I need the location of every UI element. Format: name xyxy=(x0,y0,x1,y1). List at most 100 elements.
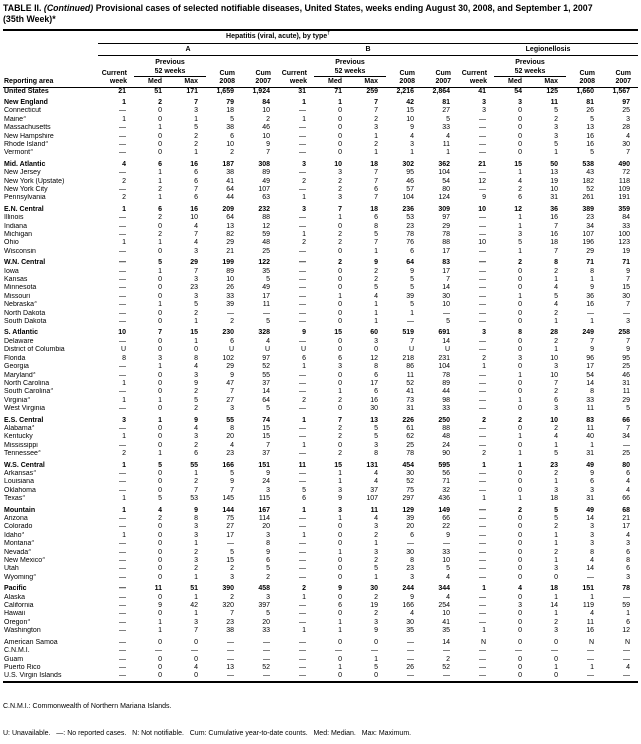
reporting-area-label: Arkansas xyxy=(4,469,34,477)
table-row: North Dakota — 0 2 — — — 0 1 1 — — 0 2 — — xyxy=(3,310,638,318)
value-cell: 1 xyxy=(158,363,162,371)
value-cell: 436 xyxy=(438,495,451,503)
value-cell: 25 xyxy=(622,363,631,371)
value-cell: 12 xyxy=(514,205,523,213)
value-cell: 5 xyxy=(374,231,378,238)
reporting-area-cell: Oklahoma xyxy=(3,487,98,495)
nedss-marker: § xyxy=(27,618,31,623)
value-cell: 0 xyxy=(518,140,523,148)
value-cell: 6 xyxy=(302,495,306,503)
value-cell: 5 xyxy=(266,318,270,326)
value-cell: 44 xyxy=(442,388,451,396)
value-cell: 7 xyxy=(590,337,595,345)
table-row: Michigan — 2 7 82 59 1 2 5 78 78 — 3 16 107 100 xyxy=(3,231,638,239)
value-cell: 1 xyxy=(554,318,559,326)
value-cell: — xyxy=(119,486,126,494)
value-cell: 13 xyxy=(550,169,559,177)
reporting-area-label: South Carolina xyxy=(4,388,51,396)
value-cell: 389 xyxy=(582,205,595,213)
value-cell: 8 xyxy=(626,557,631,565)
legionellosis-header: Legionellosis xyxy=(458,43,639,56)
value-cell: — xyxy=(119,647,126,655)
reporting-area-label: Georgia xyxy=(4,363,29,371)
value-cell: 0 xyxy=(554,655,559,663)
col-cum2007-b: Cum 2007 xyxy=(435,69,452,86)
value-cell: — xyxy=(479,379,487,387)
value-cell: 54 xyxy=(514,87,523,95)
value-cell: — xyxy=(587,655,595,663)
value-cell: 0 xyxy=(518,388,523,396)
value-cell: — xyxy=(119,318,126,326)
value-cell: 4 xyxy=(554,284,559,292)
value-cell: 11 xyxy=(586,405,595,413)
reporting-area-label: Virginia xyxy=(4,396,28,404)
value-cell: — xyxy=(479,124,487,132)
value-cell: 52 xyxy=(406,478,414,486)
value-cell: 33 xyxy=(442,124,451,132)
value-cell: — xyxy=(443,540,451,548)
value-cell: 35 xyxy=(406,627,414,635)
value-cell: 24 xyxy=(442,441,451,449)
value-cell: — xyxy=(623,309,631,317)
value-cell: 199 xyxy=(222,259,234,267)
value-cell: 10 xyxy=(550,354,559,362)
reporting-area-label: West Virginia xyxy=(4,405,45,413)
value-cell: 114 xyxy=(258,515,270,522)
value-cell: 328 xyxy=(258,329,270,337)
value-cell: — xyxy=(479,259,487,267)
table-row: Oregon§ — 1 3 23 20 — 1 3 30 41 — 0 2 11 6 xyxy=(3,619,638,627)
value-cell: 10 xyxy=(262,132,270,140)
value-cell: — xyxy=(191,647,198,655)
reporting-area-cell: New Jersey xyxy=(3,169,98,177)
value-cell: 0 xyxy=(338,638,342,646)
table-row: Ohio 1 1 4 29 48 2 2 7 76 88 10 5 18 196 123 xyxy=(3,239,638,247)
value-cell: 1 xyxy=(158,416,162,424)
value-cell: 54 xyxy=(586,371,595,379)
value-cell: — xyxy=(623,655,631,663)
value-cell: 68 xyxy=(622,506,631,514)
value-cell: 2 xyxy=(374,610,378,618)
value-cell: 78 xyxy=(406,231,414,238)
reporting-area-label: Maine xyxy=(4,115,24,123)
reporting-area-label: New York City xyxy=(4,185,48,193)
value-cell: 15 xyxy=(406,107,414,115)
table-row: Alaska — 0 1 2 3 1 0 2 9 4 — 0 1 1 — xyxy=(3,594,638,602)
value-cell: 29 xyxy=(622,396,631,404)
reporting-area-cell: W.N. Central xyxy=(3,256,98,267)
value-cell: 36 xyxy=(550,205,559,213)
value-cell: 7 xyxy=(374,239,378,247)
value-cell: N xyxy=(624,638,631,646)
value-cell: 0 xyxy=(338,222,342,230)
value-cell: 9 xyxy=(230,478,234,486)
value-cell: 0 xyxy=(518,309,523,317)
value-cell: 2 xyxy=(338,259,342,267)
value-cell: U xyxy=(300,346,306,354)
value-cell: 35 xyxy=(262,267,270,275)
value-cell: 3 xyxy=(626,540,631,548)
reporting-area-label: Colorado xyxy=(4,523,33,531)
value-cell: 49 xyxy=(586,506,595,514)
value-cell: 2 xyxy=(554,548,559,556)
value-cell: 78 xyxy=(442,231,451,238)
value-cell: 3 xyxy=(626,115,631,123)
value-cell: 38 xyxy=(226,627,234,635)
value-cell: N xyxy=(588,638,595,646)
value-cell: 14 xyxy=(442,638,451,646)
value-cell: 1 xyxy=(518,495,523,503)
value-cell: 0 xyxy=(338,573,342,581)
value-cell: 30 xyxy=(406,548,414,556)
value-cell: 7 xyxy=(374,98,378,106)
value-cell: 89 xyxy=(226,267,234,275)
col-med-a: Med xyxy=(148,78,162,85)
value-cell: — xyxy=(587,647,595,655)
value-cell: 7 xyxy=(158,329,162,337)
value-cell: 16 xyxy=(550,231,559,238)
value-cell: 0 xyxy=(518,276,523,284)
value-cell: 107 xyxy=(258,185,270,193)
value-cell: 0 xyxy=(158,638,162,646)
value-cell: 0 xyxy=(158,222,162,230)
col-max-b: Max xyxy=(364,78,378,85)
value-cell: 1 xyxy=(554,540,559,548)
value-cell: — xyxy=(587,573,595,581)
value-cell: 1 xyxy=(374,540,378,548)
